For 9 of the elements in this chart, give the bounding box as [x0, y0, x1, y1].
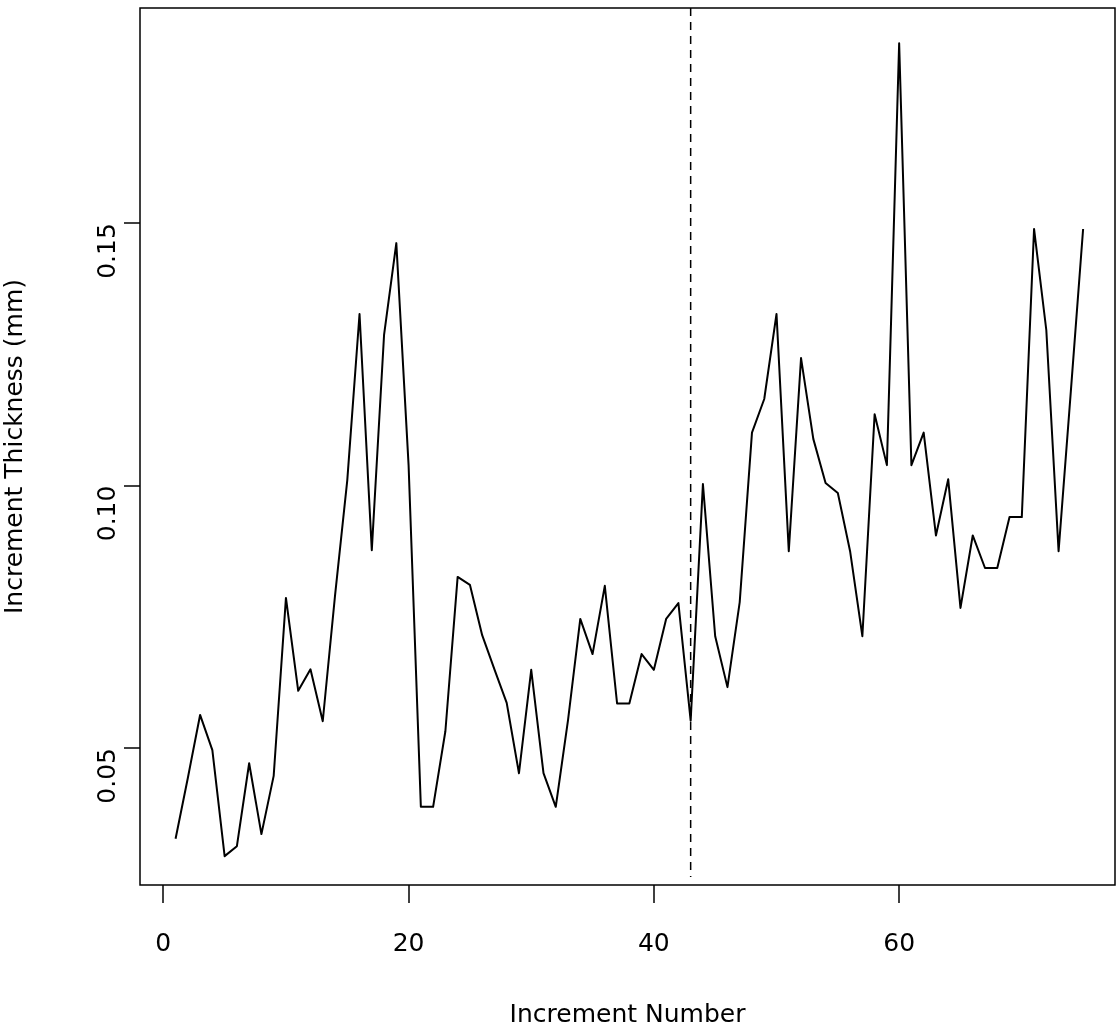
y-tick-label: 0.15 — [91, 223, 121, 279]
y-tick-label: 0.10 — [91, 485, 121, 542]
y-tick-label: 0.05 — [91, 748, 121, 804]
x-tick-label: 40 — [637, 927, 670, 957]
x-tick-label: 60 — [883, 927, 916, 957]
x-tick-label: 0 — [155, 927, 172, 957]
x-tick-label: 20 — [392, 927, 425, 957]
y-axis-title: Increment Thickness (mm) — [0, 278, 28, 615]
x-axis-title: Increment Number — [509, 998, 747, 1028]
